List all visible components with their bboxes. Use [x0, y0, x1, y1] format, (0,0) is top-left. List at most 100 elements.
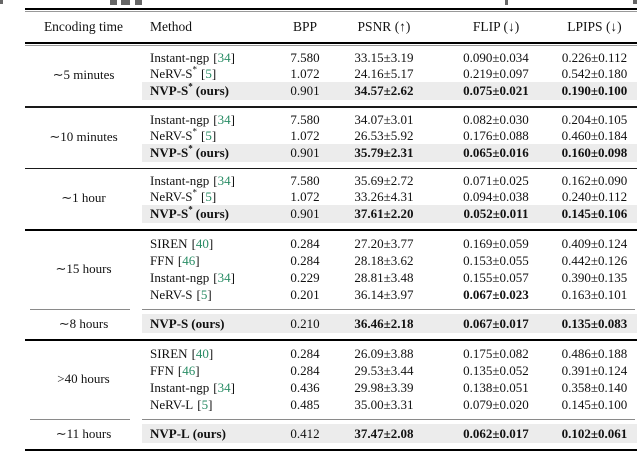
citation-number: 46 — [182, 252, 196, 268]
bpp-cell: 0.412 — [290, 425, 320, 441]
encoding-time-cell: ∼1 hour — [61, 190, 106, 205]
row-group-1-hour: ∼1 hour Instant-ngp [34] 7.580 35.69±2.72… — [25, 169, 637, 229]
method-name: FFN — [150, 362, 174, 378]
flip-cell: 0.135±0.052 — [463, 362, 529, 378]
citation-link[interactable]: [46] — [178, 253, 200, 268]
flip-cell: 0.175±0.082 — [463, 345, 529, 361]
citation-number: 40 — [195, 235, 209, 251]
psnr-cell: 37.47±2.08 — [354, 425, 414, 441]
method-cell: NeRV-S [5] — [142, 287, 282, 303]
bpp-cell: 0.284 — [290, 252, 320, 268]
bracket-close: ] — [208, 235, 214, 251]
bpp-cell: 0.901 — [290, 144, 320, 160]
bracket-open: [ — [177, 362, 183, 378]
psnr-cell: 33.26±4.31 — [354, 189, 414, 204]
bpp-cell: 1.072 — [290, 127, 320, 143]
bracket-close: ] — [211, 189, 217, 204]
col-header-lpips: LPIPS (↓) — [567, 19, 622, 34]
table-row: FFN [46] 0.284 29.53±3.44 0.135±0.052 0.3… — [142, 362, 637, 379]
psnr-cell: 33.15±3.19 — [354, 50, 414, 65]
flip-cell: 0.176±0.088 — [463, 127, 529, 143]
method-suffix: (ours) — [195, 144, 229, 160]
citation-link[interactable]: [5] — [197, 397, 212, 412]
method-cell: NVP-S (ours) — [142, 316, 282, 332]
clipped-text-fragment — [633, 0, 637, 4]
method-name: NVP-S — [150, 206, 189, 221]
citation-link[interactable]: [40] — [192, 346, 214, 361]
group-separator-rule — [25, 167, 637, 169]
flip-cell: 0.082±0.030 — [463, 111, 529, 127]
method-asterisk: * — [192, 64, 198, 75]
bracket-open: [ — [196, 286, 201, 302]
method-suffix: (ours) — [195, 206, 229, 221]
bracket-open: [ — [213, 379, 218, 395]
bracket-open: [ — [201, 127, 206, 143]
lpips-cell: 0.240±0.112 — [561, 189, 628, 204]
bracket-open: [ — [201, 66, 206, 81]
method-cell: Instant-ngp [34] — [142, 173, 282, 189]
method-asterisk: * — [188, 204, 193, 215]
bottom-rule — [25, 449, 637, 451]
table-row: Instant-ngp [34] 7.580 34.07±3.01 0.082±0… — [142, 112, 637, 128]
method-name: NVP-S — [150, 144, 189, 160]
citation-number: 5 — [205, 127, 212, 143]
flip-cell: 0.067±0.017 — [463, 315, 529, 331]
citation-link[interactable]: [34] — [213, 50, 235, 65]
method-cell: NeRV-S* [5] — [142, 127, 282, 144]
citation-link[interactable]: [5] — [197, 287, 212, 302]
table-row-ours: NVP-L (ours) 0.412 37.47±2.08 0.062±0.017… — [142, 424, 637, 443]
method-name: NVP-S — [150, 315, 189, 331]
citation-link[interactable]: [34] — [213, 380, 235, 395]
method-name: NeRV-S — [150, 189, 193, 204]
citation-link[interactable]: [34] — [213, 173, 235, 188]
bpp-cell: 0.284 — [290, 235, 320, 251]
bracket-close: ] — [230, 269, 235, 285]
citation-link[interactable]: [34] — [213, 270, 235, 285]
bracket-close: ] — [230, 111, 235, 127]
citation-link[interactable]: [5] — [201, 128, 216, 143]
lpips-cell: 0.409±0.124 — [561, 235, 628, 251]
citation-link[interactable]: [34] — [213, 112, 235, 127]
bpp-cell: 0.210 — [290, 315, 320, 331]
clipped-text-fragment — [135, 0, 142, 5]
flip-cell: 0.062±0.017 — [463, 425, 529, 441]
bpp-cell: 7.580 — [290, 173, 320, 188]
method-name: FFN — [150, 252, 174, 268]
table-row: SIREN [40] 0.284 27.20±3.77 0.169±0.059 0… — [142, 235, 637, 252]
psnr-cell: 35.69±2.72 — [354, 173, 414, 188]
psnr-cell: 29.53±3.44 — [354, 362, 414, 378]
citation-link[interactable]: [40] — [192, 236, 214, 251]
lpips-cell: 0.135±0.083 — [561, 315, 628, 331]
group-separator-rule — [25, 106, 637, 108]
method-name: Instant-ngp — [150, 173, 210, 188]
table-row: Instant-ngp [34] 7.580 35.69±2.72 0.071±0… — [142, 173, 637, 189]
header-columns: Method BPP PSNR (↑) FLIP (↓) LPIPS (↓) — [142, 19, 637, 35]
bracket-close: ] — [230, 173, 235, 188]
method-cell: NeRV-L [5] — [142, 397, 282, 413]
citation-number: 5 — [200, 286, 208, 302]
lpips-cell: 0.145±0.100 — [561, 396, 628, 412]
clipped-text-fragment — [0, 0, 3, 4]
flip-cell: 0.153±0.055 — [463, 252, 529, 268]
psnr-cell: 26.09±3.88 — [354, 345, 414, 361]
citation-link[interactable]: [46] — [178, 363, 200, 378]
results-table: Encoding time Method BPP PSNR (↑) FLIP (… — [25, 8, 637, 451]
method-asterisk: * — [188, 81, 193, 92]
table-row: SIREN [40] 0.284 26.09±3.88 0.175±0.082 0… — [142, 345, 637, 362]
method-name: Instant-ngp — [150, 50, 210, 65]
method-cell: SIREN [40] — [142, 346, 282, 362]
psnr-cell: 37.61±2.20 — [354, 206, 414, 221]
bpp-cell: 0.901 — [290, 83, 320, 98]
clipped-text-fragment — [505, 0, 508, 5]
top-rule — [25, 8, 637, 12]
method-name: NVP-L — [150, 425, 190, 441]
method-cell: SIREN [40] — [142, 236, 282, 252]
bpp-cell: 0.201 — [290, 286, 320, 302]
citation-link[interactable]: [5] — [201, 189, 216, 204]
citation-number: 34 — [217, 50, 231, 65]
flip-cell: 0.071±0.025 — [463, 173, 529, 188]
lpips-cell: 0.391±0.124 — [561, 362, 628, 378]
citation-link[interactable]: [5] — [201, 66, 216, 81]
method-name: NeRV-L — [150, 396, 194, 412]
bracket-close: ] — [230, 379, 235, 395]
